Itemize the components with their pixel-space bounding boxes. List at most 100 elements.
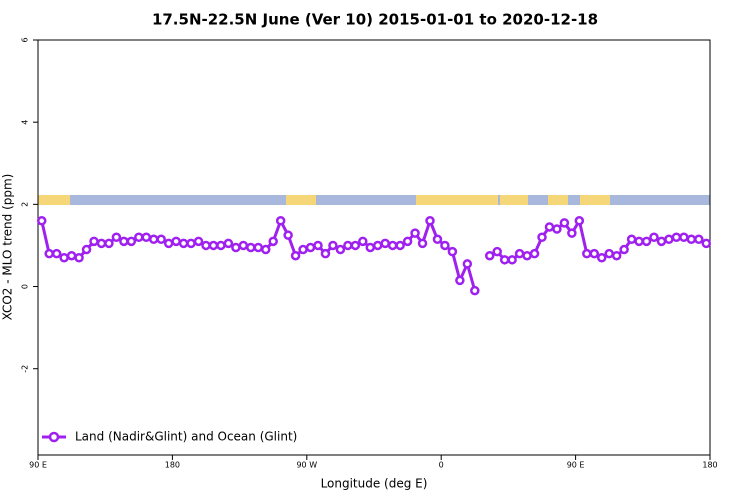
data-point [574, 216, 585, 226]
data-point [246, 242, 256, 253]
data-point [313, 240, 323, 251]
data-point [537, 232, 547, 242]
data-point [216, 240, 226, 251]
data-point [365, 242, 376, 253]
legend-label: Land (Nadir&Glint) and Ocean (Glint) [75, 430, 297, 444]
data-point [514, 248, 525, 259]
data-point [440, 240, 450, 251]
data-point [649, 232, 659, 242]
data-point [148, 234, 159, 245]
data-point [679, 232, 689, 242]
data-point [335, 244, 346, 255]
data-point [231, 242, 241, 253]
data-point [66, 250, 77, 261]
x-tick-label: 180 [165, 461, 180, 470]
data-point [358, 236, 368, 247]
data-point [626, 234, 637, 245]
data-point [634, 236, 644, 247]
y-tick-label: -2 [21, 365, 30, 373]
data-point [694, 234, 704, 245]
data-point [44, 248, 54, 259]
data-point [134, 232, 144, 242]
data-point [81, 244, 92, 255]
data-point [268, 236, 278, 247]
data-point [619, 244, 629, 255]
data-point [701, 238, 712, 249]
data-point [89, 236, 99, 247]
data-point [582, 248, 592, 259]
x-axis-label: Longitude (deg E) [321, 477, 428, 491]
data-point [171, 236, 181, 247]
data-point [156, 234, 166, 245]
plot-frame [37, 39, 711, 456]
data-point [402, 236, 413, 247]
data-point [447, 246, 458, 257]
data-point [74, 253, 84, 263]
data-point [372, 240, 383, 251]
data-point [470, 285, 480, 296]
data-point [507, 255, 517, 265]
data-point [410, 228, 420, 238]
data-point [529, 248, 540, 259]
data-point [380, 238, 390, 249]
data-point [686, 234, 697, 245]
data-point [395, 240, 405, 251]
data-point [253, 242, 264, 253]
data-point [484, 250, 495, 261]
data-point [499, 255, 510, 265]
data-point [641, 236, 652, 247]
data-point [522, 250, 532, 261]
data-point [96, 238, 107, 249]
data-point [186, 238, 196, 249]
data-point [604, 248, 614, 259]
data-point [111, 232, 122, 242]
x-tick-label: 90 E [567, 461, 585, 470]
data-point [290, 250, 301, 261]
x-tick-label: 0 [439, 461, 444, 470]
data-point [119, 236, 129, 247]
data-point [260, 244, 271, 255]
legend-marker [48, 431, 60, 443]
data-point [656, 236, 667, 247]
y-tick-label: 6 [21, 37, 30, 42]
data-point [417, 238, 428, 249]
data-point [320, 248, 331, 259]
x-tick-label: 90 E [29, 461, 47, 470]
data-point [36, 216, 47, 226]
data-point [596, 253, 607, 263]
legend: Land (Nadir&Glint) and Ocean (Glint) [42, 430, 297, 444]
data-point [455, 275, 465, 286]
data-point [283, 230, 293, 240]
data-point [223, 238, 234, 249]
data-point [163, 238, 174, 249]
y-tick-label: 0 [21, 284, 30, 289]
data-point [104, 238, 114, 249]
data-point [552, 224, 562, 234]
data-point [208, 240, 219, 251]
data-point [425, 216, 435, 226]
data-point [178, 238, 189, 249]
chart-title: 17.5N-22.5N June (Ver 10) 2015-01-01 to … [152, 11, 598, 29]
y-tick-label: 4 [21, 120, 30, 125]
data-point [298, 244, 308, 255]
data-point [126, 236, 137, 247]
x-tick-label: 180 [702, 461, 717, 470]
data-point [387, 240, 398, 251]
data-point [492, 246, 502, 257]
data-point [611, 250, 622, 261]
data-point [544, 222, 555, 232]
data-point [567, 228, 577, 238]
data-point [432, 234, 443, 245]
data-point [193, 236, 204, 247]
land-ocean-strip [38, 195, 710, 205]
data-point [462, 259, 473, 269]
data-point [559, 218, 570, 228]
data-point [671, 232, 682, 242]
data-point [141, 232, 152, 242]
data-point [59, 253, 69, 263]
y-tick-label: 2 [21, 202, 30, 207]
data-point [275, 216, 286, 226]
data-point [589, 248, 600, 259]
data-point [201, 240, 211, 251]
